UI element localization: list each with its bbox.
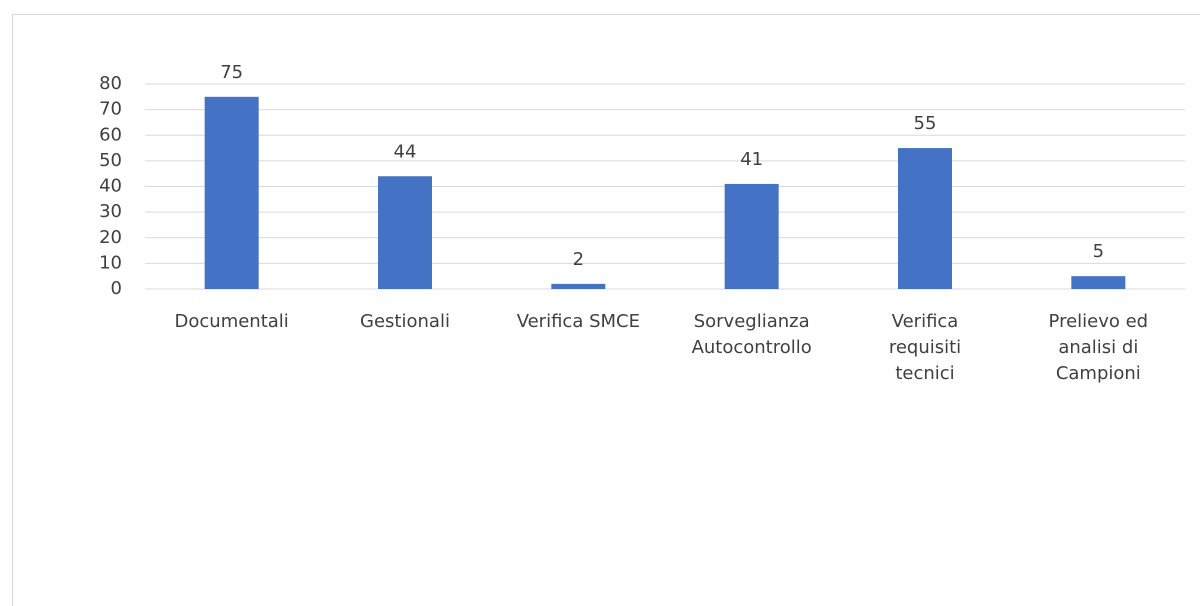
data-label: 55 (914, 113, 937, 134)
data-label: 44 (394, 141, 417, 162)
bar (551, 283, 606, 289)
y-tick-label: 0 (111, 278, 122, 299)
y-tick-label: 70 (99, 99, 122, 120)
bar (1071, 276, 1126, 289)
x-tick-label: Prelievo ed analisi di Campioni (1049, 311, 1149, 384)
data-label: 2 (573, 249, 584, 270)
data-label: 41 (740, 149, 763, 170)
bar (898, 148, 952, 289)
y-tick-label: 10 (99, 252, 122, 273)
y-tick-label: 80 (99, 73, 122, 94)
y-tick-label: 30 (99, 201, 122, 222)
bar (378, 176, 432, 289)
bar (724, 183, 779, 289)
data-label: 75 (220, 62, 243, 83)
x-tick-label: Verifica SMCE (517, 311, 640, 332)
x-tick-label: Documentali (175, 311, 289, 332)
y-tick-label: 50 (99, 150, 122, 171)
y-tick-label: 60 (99, 124, 122, 145)
bar (204, 96, 259, 289)
data-label: 5 (1093, 241, 1104, 262)
y-tick-label: 20 (99, 227, 122, 248)
x-tick-label: Verifica requisiti tecnici (889, 311, 961, 384)
x-tick-label: Gestionali (360, 311, 450, 332)
x-tick-label: Sorveglianza Autocontrollo (692, 311, 812, 358)
y-tick-label: 40 (99, 176, 122, 197)
